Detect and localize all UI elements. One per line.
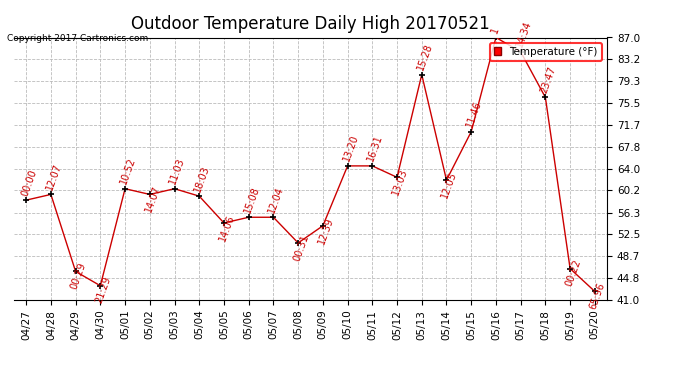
Text: Copyright 2017 Cartronics.com: Copyright 2017 Cartronics.com: [7, 34, 148, 43]
Text: 00:00: 00:00: [19, 168, 39, 197]
Text: 14:06: 14:06: [217, 213, 236, 242]
Title: Outdoor Temperature Daily High 20170521: Outdoor Temperature Daily High 20170521: [131, 15, 490, 33]
Text: 13:03: 13:03: [391, 167, 409, 197]
Text: 21:29: 21:29: [94, 276, 112, 305]
Text: 14:07: 14:07: [143, 184, 162, 214]
Text: 23:47: 23:47: [539, 65, 558, 94]
Text: 15:08: 15:08: [242, 185, 261, 214]
Text: 00:22: 00:22: [564, 258, 582, 288]
Text: 14:34: 14:34: [514, 20, 533, 49]
Text: 12:05: 12:05: [440, 170, 459, 200]
Text: 00:29: 00:29: [69, 261, 88, 291]
Text: 65:96: 65:96: [588, 281, 607, 311]
Text: 00:31: 00:31: [291, 233, 310, 262]
Legend: Temperature (°F): Temperature (°F): [490, 43, 602, 61]
Text: 10:52: 10:52: [119, 156, 137, 186]
Text: 11:46: 11:46: [464, 99, 484, 129]
Text: 15:28: 15:28: [415, 42, 434, 72]
Text: 18:03: 18:03: [193, 164, 212, 194]
Text: 1: 1: [489, 26, 501, 35]
Text: 12:07: 12:07: [44, 162, 63, 192]
Text: 12:04: 12:04: [267, 185, 286, 214]
Text: 12:39: 12:39: [316, 216, 335, 245]
Text: 16:31: 16:31: [366, 134, 384, 163]
Text: 11:03: 11:03: [168, 156, 187, 186]
Text: 13:20: 13:20: [341, 134, 360, 163]
